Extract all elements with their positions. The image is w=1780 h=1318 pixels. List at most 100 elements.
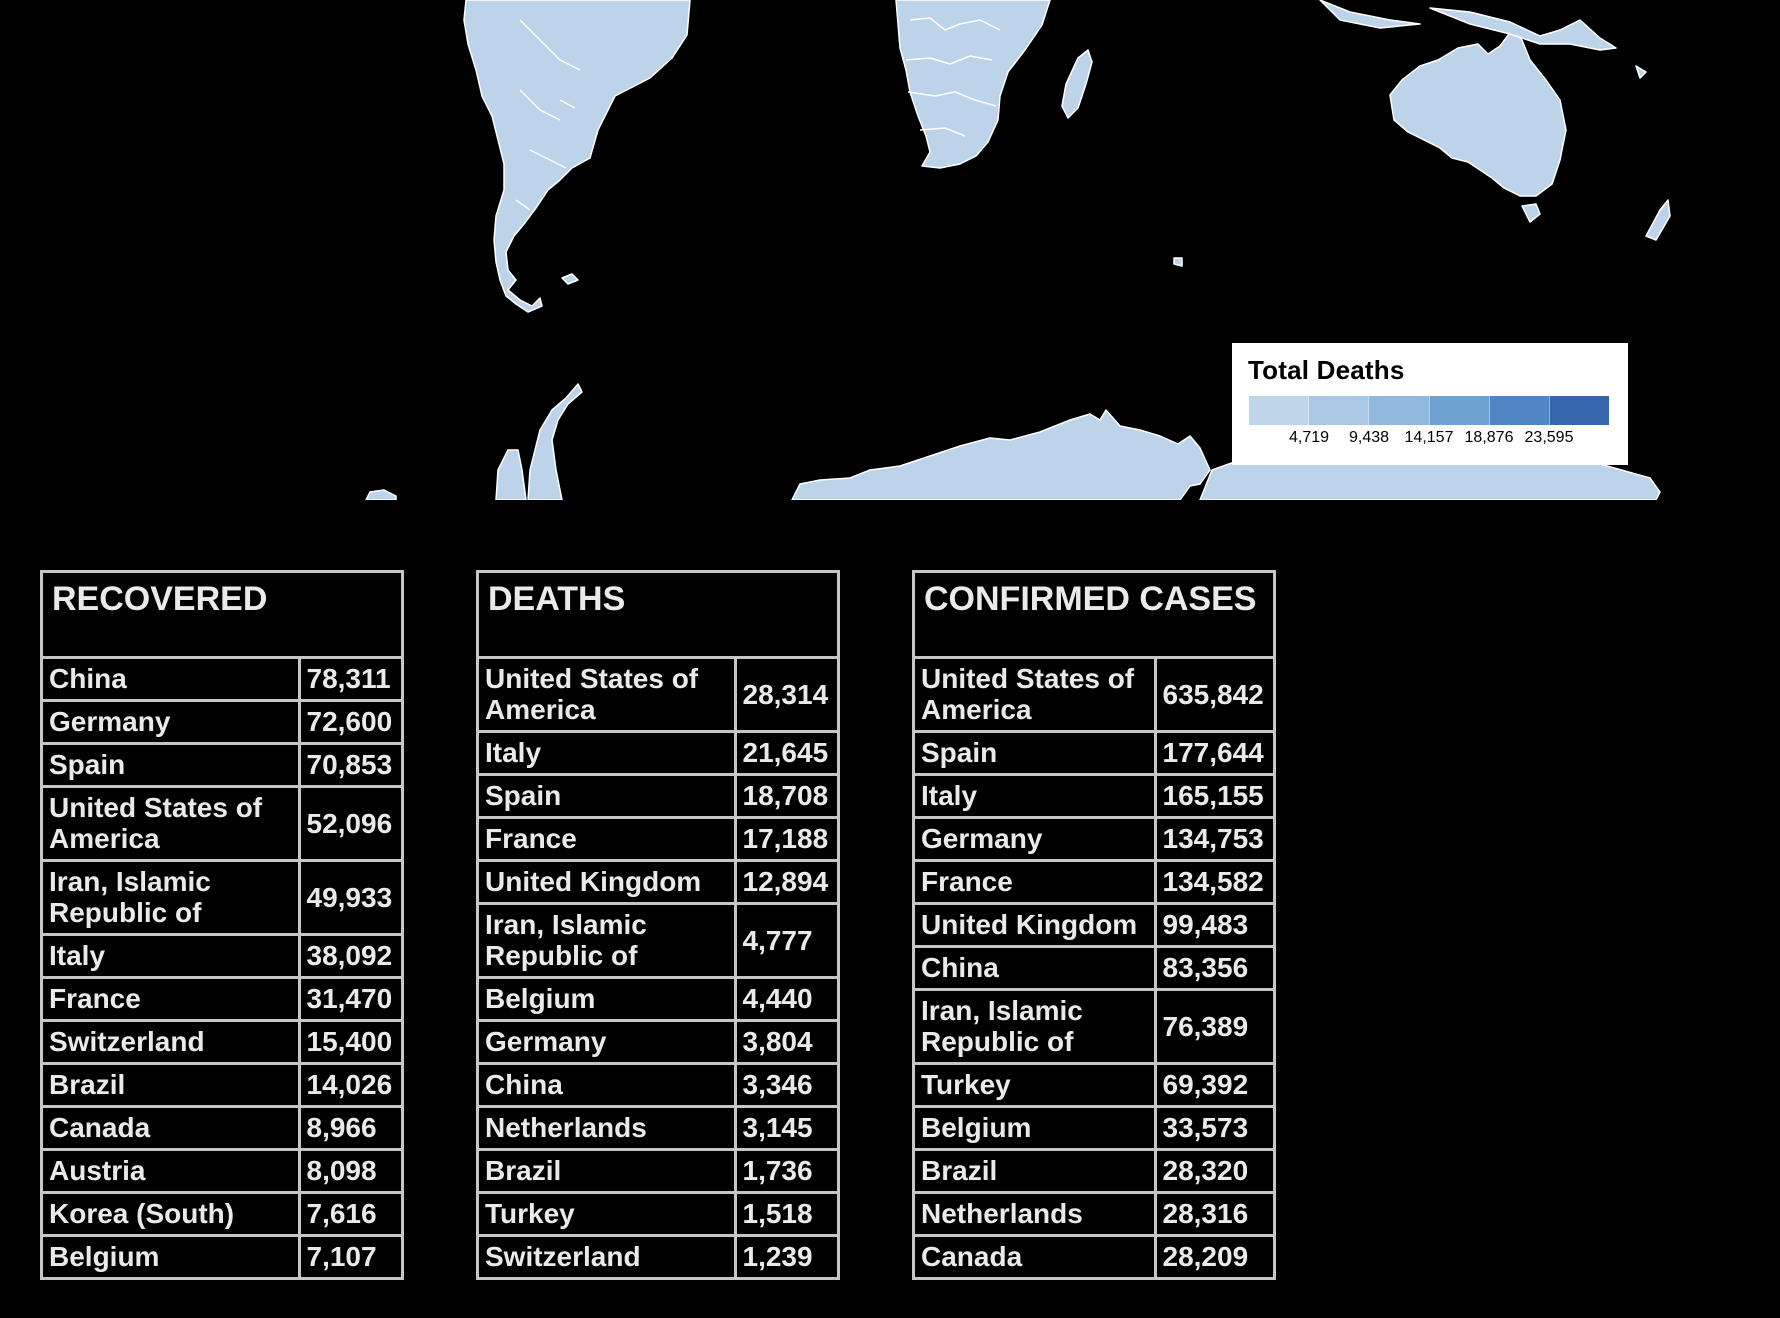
legend-swatch xyxy=(1489,396,1550,425)
table-row: Iran, Islamic Republic of 76,389 xyxy=(915,989,1273,1065)
world-map[interactable]: Total Deaths 4,719 9,438 14,157 18,876 23,59… xyxy=(0,0,1780,500)
legend-tick-label: 14,157 xyxy=(1404,429,1454,446)
country-name: Brazil xyxy=(479,1149,737,1194)
country-name: Spain xyxy=(479,774,737,819)
count-value: 134,753 xyxy=(1155,817,1273,862)
africa-landmass[interactable] xyxy=(895,0,1051,169)
table-row: Germany 134,753 xyxy=(915,817,1273,862)
australia-landmass[interactable] xyxy=(1389,29,1567,197)
table-row: Switzerland 15,400 xyxy=(43,1020,401,1065)
count-value: 78,311 xyxy=(299,659,401,702)
legend-tick-label: 4,719 xyxy=(1288,429,1330,446)
country-name: Germany xyxy=(43,700,301,745)
country-name: Spain xyxy=(43,743,301,788)
country-name: Belgium xyxy=(43,1235,301,1277)
count-value: 52,096 xyxy=(299,786,401,862)
table-row: Austria 8,098 xyxy=(43,1149,401,1194)
table-row: Canada 8,966 xyxy=(43,1106,401,1151)
count-value: 18,708 xyxy=(735,774,837,819)
country-name: Brazil xyxy=(915,1149,1157,1194)
count-value: 14,026 xyxy=(299,1063,401,1108)
country-name: Netherlands xyxy=(479,1106,737,1151)
table-row: Belgium 4,440 xyxy=(479,977,837,1022)
table-row: Switzerland 1,239 xyxy=(479,1235,837,1277)
africa-borders xyxy=(905,17,1001,137)
table-row: United Kingdom 12,894 xyxy=(479,860,837,905)
country-name: Switzerland xyxy=(43,1020,301,1065)
table-row: Spain 70,853 xyxy=(43,743,401,788)
south-america-borders xyxy=(515,19,581,211)
count-value: 70,853 xyxy=(299,743,401,788)
count-value: 69,392 xyxy=(1155,1063,1273,1108)
country-name: United Kingdom xyxy=(915,903,1157,948)
table-title: DEATHS xyxy=(479,573,837,659)
table-row: Italy 21,645 xyxy=(479,731,837,776)
deaths-table: DEATHS United States of America 28,314 Ita… xyxy=(476,570,840,1280)
recovered-table: RECOVERED China 78,311 Germany 72,600 Spain 7… xyxy=(40,570,404,1280)
count-value: 3,346 xyxy=(735,1063,837,1108)
count-value: 76,389 xyxy=(1155,989,1273,1065)
table-row: China 83,356 xyxy=(915,946,1273,991)
count-value: 38,092 xyxy=(299,934,401,979)
table-row: Brazil 14,026 xyxy=(43,1063,401,1108)
antarctica-peninsula[interactable] xyxy=(495,383,583,500)
table-row: Iran, Islamic Republic of 49,933 xyxy=(43,860,401,936)
south-america-landmass[interactable] xyxy=(463,0,691,313)
country-name: Canada xyxy=(915,1235,1157,1277)
country-name: China xyxy=(479,1063,737,1108)
table-row: France 17,188 xyxy=(479,817,837,862)
count-value: 4,777 xyxy=(735,903,837,979)
country-name: Germany xyxy=(915,817,1157,862)
table-row: Korea (South) 7,616 xyxy=(43,1192,401,1237)
count-value: 4,440 xyxy=(735,977,837,1022)
count-value: 177,644 xyxy=(1155,731,1273,776)
madagascar-island[interactable] xyxy=(1061,49,1093,119)
legend-tick-label: 9,438 xyxy=(1348,429,1390,446)
country-name: Canada xyxy=(43,1106,301,1151)
table-row: France 31,470 xyxy=(43,977,401,1022)
table-row: Belgium 7,107 xyxy=(43,1235,401,1277)
count-value: 28,320 xyxy=(1155,1149,1273,1194)
country-name: United Kingdom xyxy=(479,860,737,905)
legend-title: Total Deaths xyxy=(1248,355,1405,385)
antarctica-fragment[interactable] xyxy=(365,489,397,500)
table-row: Iran, Islamic Republic of 4,777 xyxy=(479,903,837,979)
map-legend: Total Deaths 4,719 9,438 14,157 18,876 23,59… xyxy=(1232,343,1628,465)
count-value: 83,356 xyxy=(1155,946,1273,991)
country-name: France xyxy=(43,977,301,1022)
count-value: 28,316 xyxy=(1155,1192,1273,1237)
table-row: Brazil 28,320 xyxy=(915,1149,1273,1194)
table-row: Canada 28,209 xyxy=(915,1235,1273,1277)
map-svg xyxy=(365,0,1671,500)
country-name: Italy xyxy=(915,774,1157,819)
legend-swatch xyxy=(1549,396,1610,425)
country-name: Switzerland xyxy=(479,1235,737,1277)
count-value: 99,483 xyxy=(1155,903,1273,948)
table-row: United States of America 28,314 xyxy=(479,659,837,733)
count-value: 15,400 xyxy=(299,1020,401,1065)
count-value: 8,098 xyxy=(299,1149,401,1194)
count-value: 1,518 xyxy=(735,1192,837,1237)
country-name: Germany xyxy=(479,1020,737,1065)
country-name: United States of America xyxy=(43,786,301,862)
count-value: 12,894 xyxy=(735,860,837,905)
country-name: Italy xyxy=(479,731,737,776)
country-name: Belgium xyxy=(479,977,737,1022)
count-value: 3,145 xyxy=(735,1106,837,1151)
table-row: China 78,311 xyxy=(43,659,401,702)
count-value: 7,616 xyxy=(299,1192,401,1237)
legend-swatch xyxy=(1429,396,1490,425)
tasmania-island[interactable] xyxy=(1521,203,1541,223)
table-row: France 134,582 xyxy=(915,860,1273,905)
legend-tick-label: 23,595 xyxy=(1524,429,1574,446)
country-name: Korea (South) xyxy=(43,1192,301,1237)
count-value: 165,155 xyxy=(1155,774,1273,819)
indonesia-islands[interactable] xyxy=(1319,0,1647,79)
count-value: 72,600 xyxy=(299,700,401,745)
count-value: 1,736 xyxy=(735,1149,837,1194)
country-name: Turkey xyxy=(479,1192,737,1237)
new-zealand-island[interactable] xyxy=(1645,199,1671,241)
falklands-island[interactable] xyxy=(561,273,579,285)
country-name: Iran, Islamic Republic of xyxy=(479,903,737,979)
kerguelen-island[interactable] xyxy=(1173,257,1183,267)
